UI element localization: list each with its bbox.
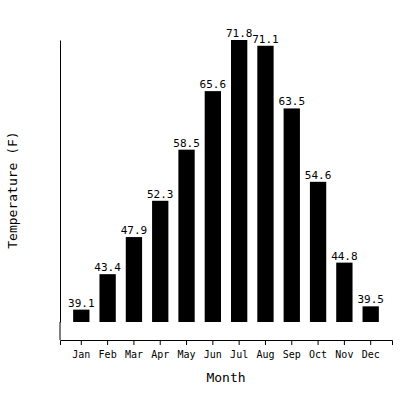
data-label: 65.6: [200, 78, 227, 91]
x-tick-mark: [212, 340, 213, 345]
bar: [310, 182, 326, 322]
bar: [99, 274, 115, 322]
x-axis-title: Month: [206, 370, 245, 385]
x-tick: Jun: [204, 340, 222, 360]
data-label: 71.8: [226, 27, 253, 40]
data-label: 52.3: [147, 188, 174, 201]
bar: [205, 91, 221, 322]
x-tick-mark: [107, 340, 108, 345]
x-tick: Jan: [72, 340, 90, 360]
x-tick: Mar: [125, 340, 143, 360]
x-tick-mark: [133, 340, 134, 345]
bars: [73, 40, 379, 322]
x-tick-label: Jan: [72, 349, 90, 360]
data-label: 39.1: [68, 297, 95, 310]
data-label: 71.1: [252, 33, 279, 46]
bar: [231, 40, 247, 322]
bar: [363, 306, 379, 322]
bar: [336, 263, 352, 322]
x-tick-mark: [239, 340, 240, 345]
x-tick: Oct: [309, 340, 327, 360]
y-axis: [60, 41, 62, 341]
x-tick-mark: [265, 340, 266, 345]
x-tick: Feb: [99, 340, 117, 360]
data-labels: 39.1 43.4 47.9 52.3 58.5 65.6 71.871.1 63.5 54.6…: [68, 27, 384, 310]
data-label: 44.8: [331, 250, 358, 263]
data-label: 47.9: [121, 224, 148, 237]
bar: [126, 237, 142, 322]
x-tick: Jul: [230, 340, 248, 360]
x-tick-label: Aug: [256, 349, 274, 360]
x-tick-label: Feb: [99, 349, 117, 360]
data-label: 63.5: [279, 95, 306, 108]
x-tick: Dec: [362, 340, 380, 360]
x-tick-mark: [81, 340, 82, 345]
x-tick: Sep: [283, 340, 301, 360]
x-tick-label: Nov: [335, 349, 353, 360]
x-tick-label: May: [178, 349, 196, 360]
bar: [152, 201, 168, 322]
data-label: 54.6: [305, 169, 332, 182]
y-axis-line-extension: [60, 322, 61, 340]
x-tick-label: Oct: [309, 349, 327, 360]
x-tick: May: [178, 340, 196, 360]
x-tick: Nov: [335, 340, 353, 360]
x-axis: Jan Feb Mar Apr May Jun Jul Aug Sep Oct Nov Dec: [61, 340, 393, 360]
chart: 39.1 43.4 47.9 52.3 58.5 65.6 71.871.1 63.5 54.6…: [0, 0, 400, 400]
x-axis-line: [61, 341, 393, 346]
bar: [178, 150, 194, 322]
data-label: 58.5: [173, 137, 200, 150]
x-tick-label: Jun: [204, 349, 222, 360]
x-tick-label: Dec: [362, 349, 380, 360]
data-label: 39.5: [357, 293, 384, 306]
x-tick-mark: [370, 340, 371, 345]
bar: [284, 108, 300, 322]
y-axis-title: Temperature (F): [5, 131, 20, 248]
x-tick-mark: [291, 340, 292, 345]
x-tick-label: Apr: [151, 349, 169, 360]
x-tick: Aug: [256, 340, 274, 360]
x-tick-label: Sep: [283, 349, 301, 360]
x-tick-mark: [344, 340, 345, 345]
y-axis-line: [60, 41, 61, 323]
x-tick-mark: [160, 340, 161, 345]
x-tick-mark: [186, 340, 187, 345]
x-tick-label: Jul: [230, 349, 248, 360]
bar: [257, 46, 273, 322]
bar: [73, 310, 89, 322]
x-tick-label: Mar: [125, 349, 143, 360]
x-tick-mark: [318, 340, 319, 345]
x-tick: Apr: [151, 340, 169, 360]
data-label: 43.4: [94, 261, 121, 274]
